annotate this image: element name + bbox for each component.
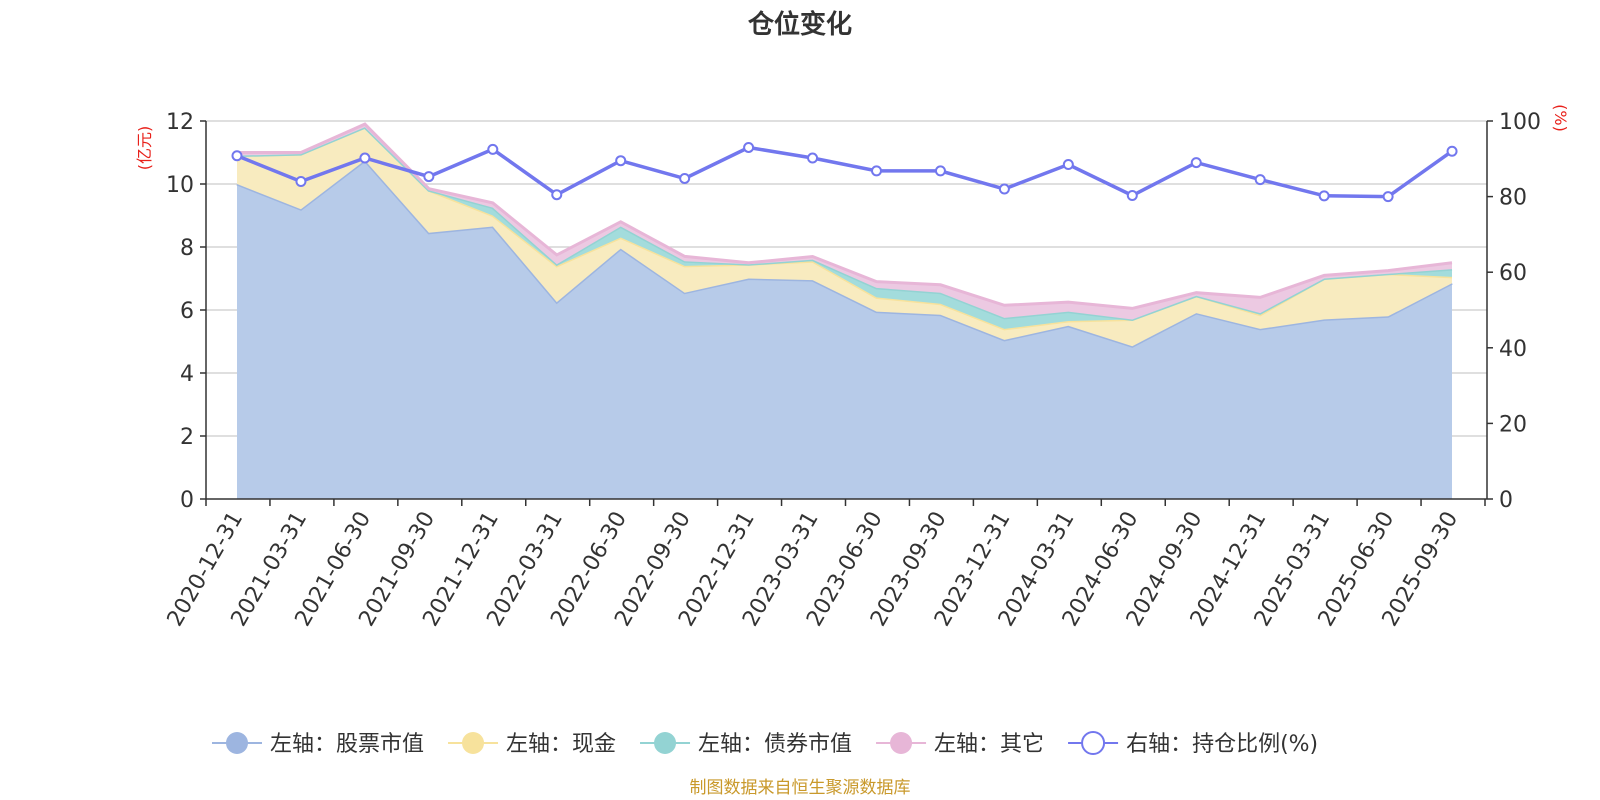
right-tick-label: 80	[1499, 186, 1527, 211]
right-tick-label: 20	[1499, 412, 1527, 437]
ratio-point-4	[487, 143, 499, 155]
left-tick-label: 8	[180, 236, 194, 261]
left-tick-label: 10	[166, 173, 194, 198]
ratio-point-3	[423, 171, 435, 183]
legend-item-2: 左轴：债券市值	[640, 732, 852, 757]
ratio-point-13	[1062, 158, 1074, 170]
legend-marker	[462, 732, 485, 754]
legend-marker	[226, 732, 248, 754]
chart-title: 仓位变化	[747, 9, 852, 40]
ratio-point-17	[1318, 190, 1330, 202]
ratio-point-15	[1190, 157, 1202, 169]
ratio-point-5	[551, 189, 563, 201]
ratio-point-18	[1382, 191, 1394, 203]
ratio-point-8	[743, 141, 755, 153]
ratio-point-11	[934, 165, 946, 177]
ratio-point-12	[998, 183, 1010, 195]
left-tick-label: 6	[180, 299, 194, 324]
area-line-series-3	[237, 122, 1453, 310]
left-axis-unit: (亿元)	[135, 126, 154, 171]
legend-label: 左轴：债券市值	[698, 732, 852, 757]
left-tick-label: 4	[180, 362, 194, 387]
ratio-point-6	[615, 155, 627, 167]
legend-marker	[890, 732, 913, 754]
right-tick-label: 60	[1499, 261, 1527, 286]
ratio-line	[231, 141, 1458, 203]
legend-marker	[654, 732, 677, 754]
legend-label: 左轴：股票市值	[270, 732, 424, 757]
ratio-point-0	[231, 150, 243, 162]
ratio-point-19	[1446, 145, 1458, 157]
ratio-point-9	[807, 152, 819, 164]
legend-item-1: 左轴：现金	[448, 732, 616, 757]
legend-label: 左轴：其它	[934, 732, 1044, 757]
ratio-point-14	[1126, 189, 1138, 201]
ratio-point-2	[359, 152, 371, 164]
legend-label: 右轴：持仓比例(%)	[1126, 732, 1318, 757]
legend-item-3: 左轴：其它	[876, 732, 1044, 757]
legend-item-4: 右轴：持仓比例(%)	[1068, 731, 1318, 757]
legend: 左轴：股票市值 左轴：现金 左轴：债券市值 左轴：其它 右轴：持仓比例(%)	[212, 731, 1318, 757]
right-axis-unit: (%)	[1551, 104, 1570, 132]
left-tick-label: 12	[166, 110, 194, 135]
left-tick-label: 0	[180, 488, 194, 513]
right-tick-label: 40	[1499, 337, 1527, 362]
ratio-point-1	[295, 175, 307, 187]
legend-label: 左轴：现金	[506, 732, 616, 757]
ratio-point-16	[1254, 174, 1266, 186]
left-tick-label: 2	[180, 425, 194, 450]
ratio-point-7	[679, 172, 691, 184]
ratio-line-path	[236, 145, 1454, 199]
stacked-areas	[236, 122, 1453, 499]
ratio-point-10	[871, 165, 882, 177]
legend-item-0: 左轴：股票市值	[212, 732, 424, 757]
area-series-1	[237, 127, 1452, 347]
right-tick-label: 100	[1499, 110, 1541, 135]
right-tick-label: 0	[1499, 488, 1513, 513]
data-source-note: 制图数据来自恒生聚源数据库	[690, 778, 911, 798]
area-series-0	[237, 160, 1452, 499]
legend-marker	[1081, 731, 1106, 755]
